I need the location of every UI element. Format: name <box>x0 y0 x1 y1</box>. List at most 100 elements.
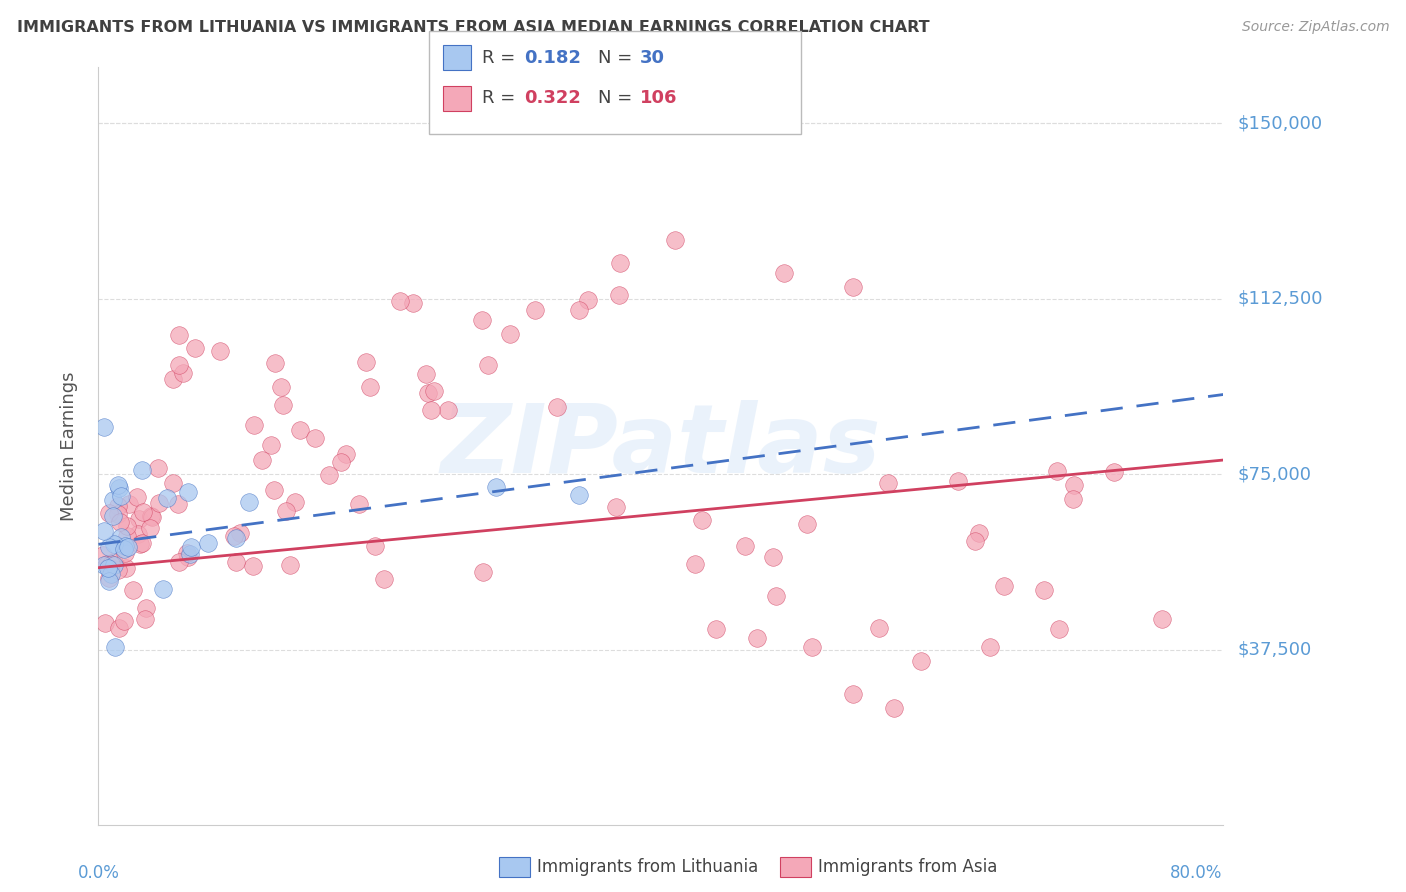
Point <box>98 506 121 520</box>
Point <box>280 558 302 573</box>
Point <box>1062 491 1084 506</box>
Point <box>112 614 135 628</box>
Point <box>270 380 292 394</box>
Point <box>1102 465 1125 479</box>
Point <box>423 384 446 399</box>
Point <box>97 540 120 554</box>
Point <box>96 557 118 571</box>
Point <box>842 687 865 701</box>
Point <box>260 438 283 452</box>
Point <box>965 533 987 548</box>
Text: R =: R = <box>482 89 522 107</box>
Point <box>103 537 125 551</box>
Point <box>842 280 865 294</box>
Point <box>796 516 818 531</box>
Point <box>141 509 163 524</box>
Point <box>576 293 599 308</box>
Point <box>101 508 124 523</box>
Point <box>967 526 990 541</box>
Text: $150,000: $150,000 <box>1237 114 1322 132</box>
Point <box>176 546 198 560</box>
Point <box>264 356 287 370</box>
Point <box>167 497 190 511</box>
Point <box>979 640 1001 655</box>
Point <box>108 515 131 529</box>
Text: $75,000: $75,000 <box>1237 465 1312 483</box>
Point <box>389 293 412 308</box>
Text: R =: R = <box>482 49 522 67</box>
Point <box>108 621 131 635</box>
Point <box>167 358 190 372</box>
Point <box>139 509 162 524</box>
Point <box>734 540 756 554</box>
Point <box>250 453 273 467</box>
Point <box>335 447 357 461</box>
Point <box>416 386 439 401</box>
Point <box>773 266 796 280</box>
Text: $112,500: $112,500 <box>1237 290 1323 308</box>
Point <box>225 532 247 546</box>
Text: Source: ZipAtlas.com: Source: ZipAtlas.com <box>1241 20 1389 34</box>
Point <box>419 403 441 417</box>
Point <box>242 417 264 432</box>
Point <box>98 571 121 585</box>
Text: Immigrants from Asia: Immigrants from Asia <box>818 858 998 876</box>
Point <box>183 341 205 355</box>
Point <box>704 622 727 636</box>
Point <box>167 328 190 343</box>
Point <box>112 541 135 556</box>
Point <box>523 303 546 318</box>
Point <box>107 562 129 576</box>
Point <box>103 555 125 569</box>
Point <box>683 558 706 572</box>
Point <box>180 540 202 554</box>
Point <box>329 455 352 469</box>
Text: 0.182: 0.182 <box>524 49 582 67</box>
Point <box>162 371 184 385</box>
Point <box>225 555 247 569</box>
Point <box>318 467 340 482</box>
Point <box>131 536 153 550</box>
Point <box>477 358 499 372</box>
Point <box>546 401 568 415</box>
Point <box>148 460 170 475</box>
Text: 106: 106 <box>640 89 678 107</box>
Point <box>471 566 494 580</box>
Point <box>271 398 294 412</box>
Point <box>868 621 890 635</box>
Point <box>415 368 437 382</box>
Point <box>359 379 381 393</box>
Point <box>745 631 768 645</box>
Point <box>284 495 307 509</box>
Point <box>690 513 713 527</box>
Point <box>179 547 201 561</box>
Point <box>1032 583 1054 598</box>
Point <box>135 600 157 615</box>
Point <box>664 233 686 247</box>
Point <box>567 303 589 318</box>
Point <box>1152 612 1174 626</box>
Point <box>93 524 115 539</box>
Point <box>208 343 231 358</box>
Point <box>765 590 787 604</box>
Point <box>800 640 823 655</box>
Point <box>605 500 627 514</box>
Text: 0.0%: 0.0% <box>77 864 120 882</box>
Point <box>114 545 136 559</box>
Point <box>121 582 143 597</box>
Point <box>91 548 114 562</box>
Point <box>1045 464 1067 478</box>
Point <box>162 476 184 491</box>
Point <box>128 512 150 526</box>
Point <box>883 701 905 715</box>
Point <box>115 561 138 575</box>
Point <box>356 355 378 369</box>
Point <box>222 529 245 543</box>
Point <box>993 579 1015 593</box>
Y-axis label: Median Earnings: Median Earnings <box>59 371 77 521</box>
Point <box>347 497 370 511</box>
Point <box>110 530 132 544</box>
Point <box>127 526 149 541</box>
Point <box>93 420 115 434</box>
Point <box>100 557 122 571</box>
